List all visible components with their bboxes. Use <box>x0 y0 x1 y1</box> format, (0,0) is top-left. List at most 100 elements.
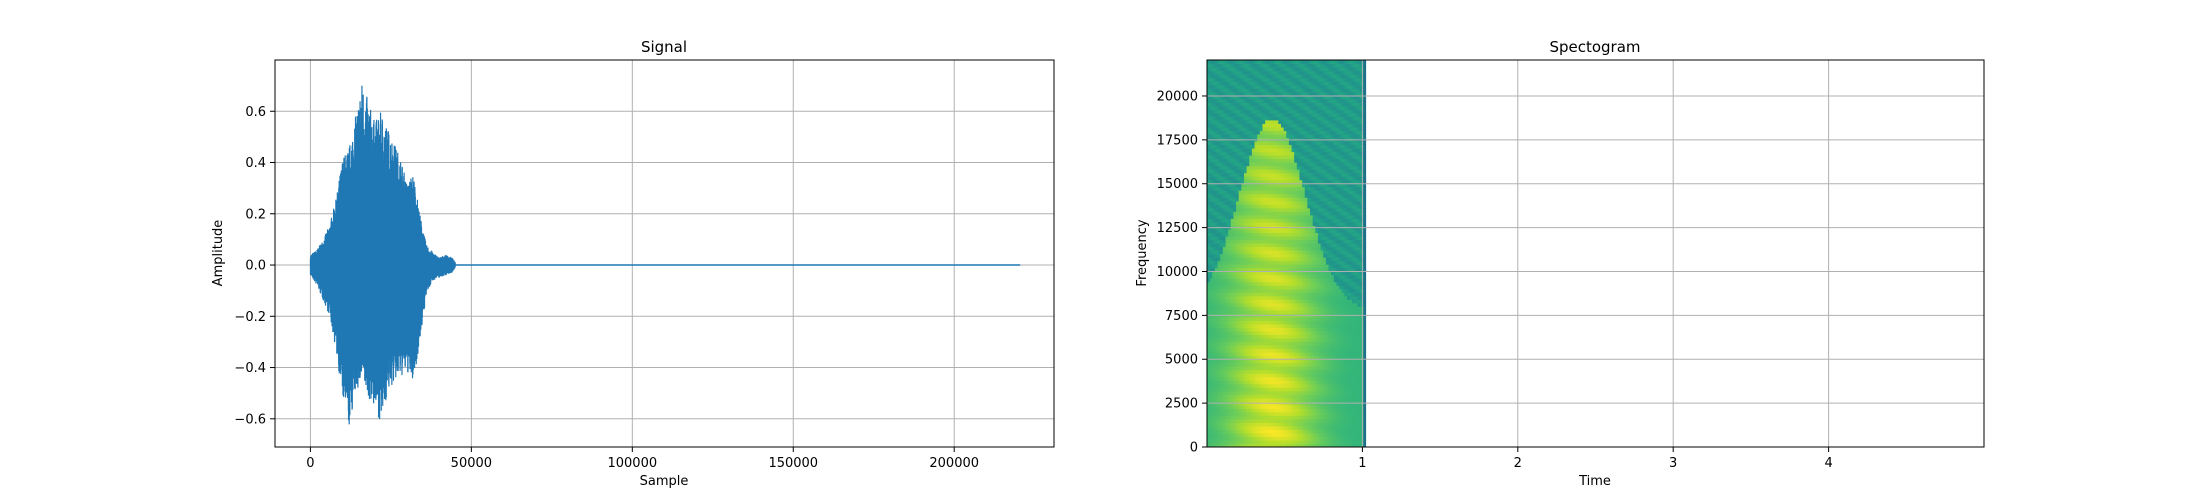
spectrogram-cell <box>1265 411 1269 416</box>
spectrogram-cell <box>1259 144 1264 149</box>
spectrogram-cell <box>1299 211 1303 216</box>
spectrogram-cell <box>1278 179 1282 184</box>
spectrogram-cell <box>1222 84 1227 89</box>
spectrogram-cell <box>1294 411 1298 416</box>
spectrogram-cell <box>1304 369 1308 374</box>
spectrogram-cell <box>1207 95 1211 100</box>
spectrogram-cell <box>1307 285 1311 290</box>
spectrogram-cell <box>1230 88 1235 93</box>
spectrogram-cell <box>1228 285 1232 290</box>
spectrogram-cell <box>1323 67 1327 72</box>
spectrogram-cell <box>1220 429 1224 434</box>
spectrogram-cell <box>1302 169 1306 174</box>
spectrogram-cell <box>1323 218 1327 223</box>
spectrogram-cell <box>1273 380 1277 385</box>
spectrogram-cell <box>1243 359 1248 364</box>
spectrogram-cell <box>1209 147 1213 153</box>
spectrogram-cell <box>1294 257 1298 262</box>
spectrogram-cell <box>1220 81 1224 86</box>
spectrogram-cell <box>1233 81 1237 86</box>
spectrogram-cell <box>1310 418 1314 423</box>
spectrogram-cell <box>1265 214 1269 219</box>
spectrogram-cell <box>1288 232 1293 237</box>
spectrogram-cell <box>1207 158 1211 163</box>
spectrogram-cell <box>1246 429 1250 434</box>
spectrogram-cell <box>1246 376 1250 381</box>
spectrogram-cell <box>1275 334 1279 339</box>
spectrogram-cell <box>1304 183 1308 188</box>
spectrogram-cell <box>1323 235 1327 241</box>
spectrogram-cell <box>1320 292 1324 297</box>
spectrogram-cell <box>1241 330 1245 336</box>
spectrogram-cell <box>1310 394 1314 399</box>
spectrogram-cell <box>1323 112 1327 117</box>
spectrogram-cell <box>1317 116 1322 121</box>
spectrogram-cell <box>1254 70 1258 75</box>
spectrogram-cell <box>1257 228 1261 233</box>
spectrogram-cell <box>1320 119 1324 124</box>
spectrogram-cell <box>1233 253 1237 258</box>
spectrogram-cell <box>1270 232 1274 237</box>
spectrogram-cell <box>1307 299 1311 304</box>
spectrogram-cell <box>1275 193 1279 198</box>
spectrogram-cell <box>1291 253 1295 258</box>
spectrogram-cell <box>1291 239 1295 244</box>
spectrogram-cell <box>1288 309 1293 314</box>
spectrogram-cell <box>1217 341 1221 346</box>
spectrogram-cell <box>1296 140 1301 146</box>
spectrogram-cell <box>1280 422 1285 427</box>
spectrogram-cell <box>1299 84 1303 89</box>
spectrogram-cell <box>1304 267 1308 272</box>
spectrogram-cell <box>1262 154 1266 160</box>
spectrogram-cell <box>1315 373 1319 378</box>
spectrogram-cell <box>1225 390 1229 395</box>
spectrogram-cell <box>1238 81 1242 86</box>
spectrogram-cell <box>1315 133 1319 138</box>
spectrogram-cell <box>1267 327 1271 332</box>
spectrogram-cell <box>1225 323 1229 328</box>
spectrogram-cell <box>1212 218 1216 223</box>
spectrogram-cell <box>1207 397 1211 402</box>
spectrogram-cell <box>1273 144 1277 149</box>
spectrogram-cell <box>1323 432 1327 438</box>
spectrogram-cell <box>1238 228 1242 233</box>
spectrogram-cell <box>1251 179 1256 184</box>
spectrogram-cell <box>1273 408 1277 413</box>
spectrogram-cell <box>1241 362 1245 367</box>
spectrogram-cell <box>1275 295 1279 300</box>
spectrogram-cell <box>1238 211 1242 216</box>
spectrogram-cell <box>1312 373 1316 378</box>
spectrogram-cell <box>1275 165 1279 170</box>
spectrogram-cell <box>1278 130 1282 135</box>
spectrogram-cell <box>1246 81 1250 86</box>
spectrogram-cell <box>1209 306 1213 311</box>
spectrogram-cell <box>1288 394 1293 399</box>
spectrogram-cell <box>1275 119 1279 124</box>
spectrogram-cell <box>1270 257 1274 262</box>
spectrogram-cell <box>1267 200 1271 205</box>
spectrogram-cell <box>1310 376 1314 381</box>
spectrogram-cell <box>1299 352 1303 357</box>
spectrogram-cell <box>1259 221 1264 226</box>
spectrogram-cell <box>1296 323 1301 328</box>
spectrogram-cell <box>1312 162 1316 167</box>
spectrogram-cell <box>1278 165 1282 170</box>
spectrogram-cell <box>1236 323 1240 328</box>
spectrogram-cell <box>1267 242 1271 248</box>
spectrogram-cell <box>1217 418 1221 423</box>
spectrogram-cell <box>1294 306 1298 311</box>
spectrogram-cell <box>1312 355 1316 360</box>
spectrogram-cell <box>1310 288 1314 293</box>
spectrogram-cell <box>1315 264 1319 269</box>
spectrogram-cell <box>1207 274 1211 279</box>
spectrogram-cell <box>1273 88 1277 93</box>
spectrogram-cell <box>1294 214 1298 219</box>
spectrogram-cell <box>1294 74 1298 79</box>
spectrogram-cell <box>1265 316 1269 321</box>
spectrogram-cell <box>1291 274 1295 279</box>
spectrogram-cell <box>1275 344 1279 350</box>
spectrogram-cell <box>1262 429 1266 434</box>
spectrogram-cell <box>1228 302 1232 307</box>
spectrogram-cell <box>1304 190 1308 195</box>
spectrogram-cell <box>1296 330 1301 336</box>
